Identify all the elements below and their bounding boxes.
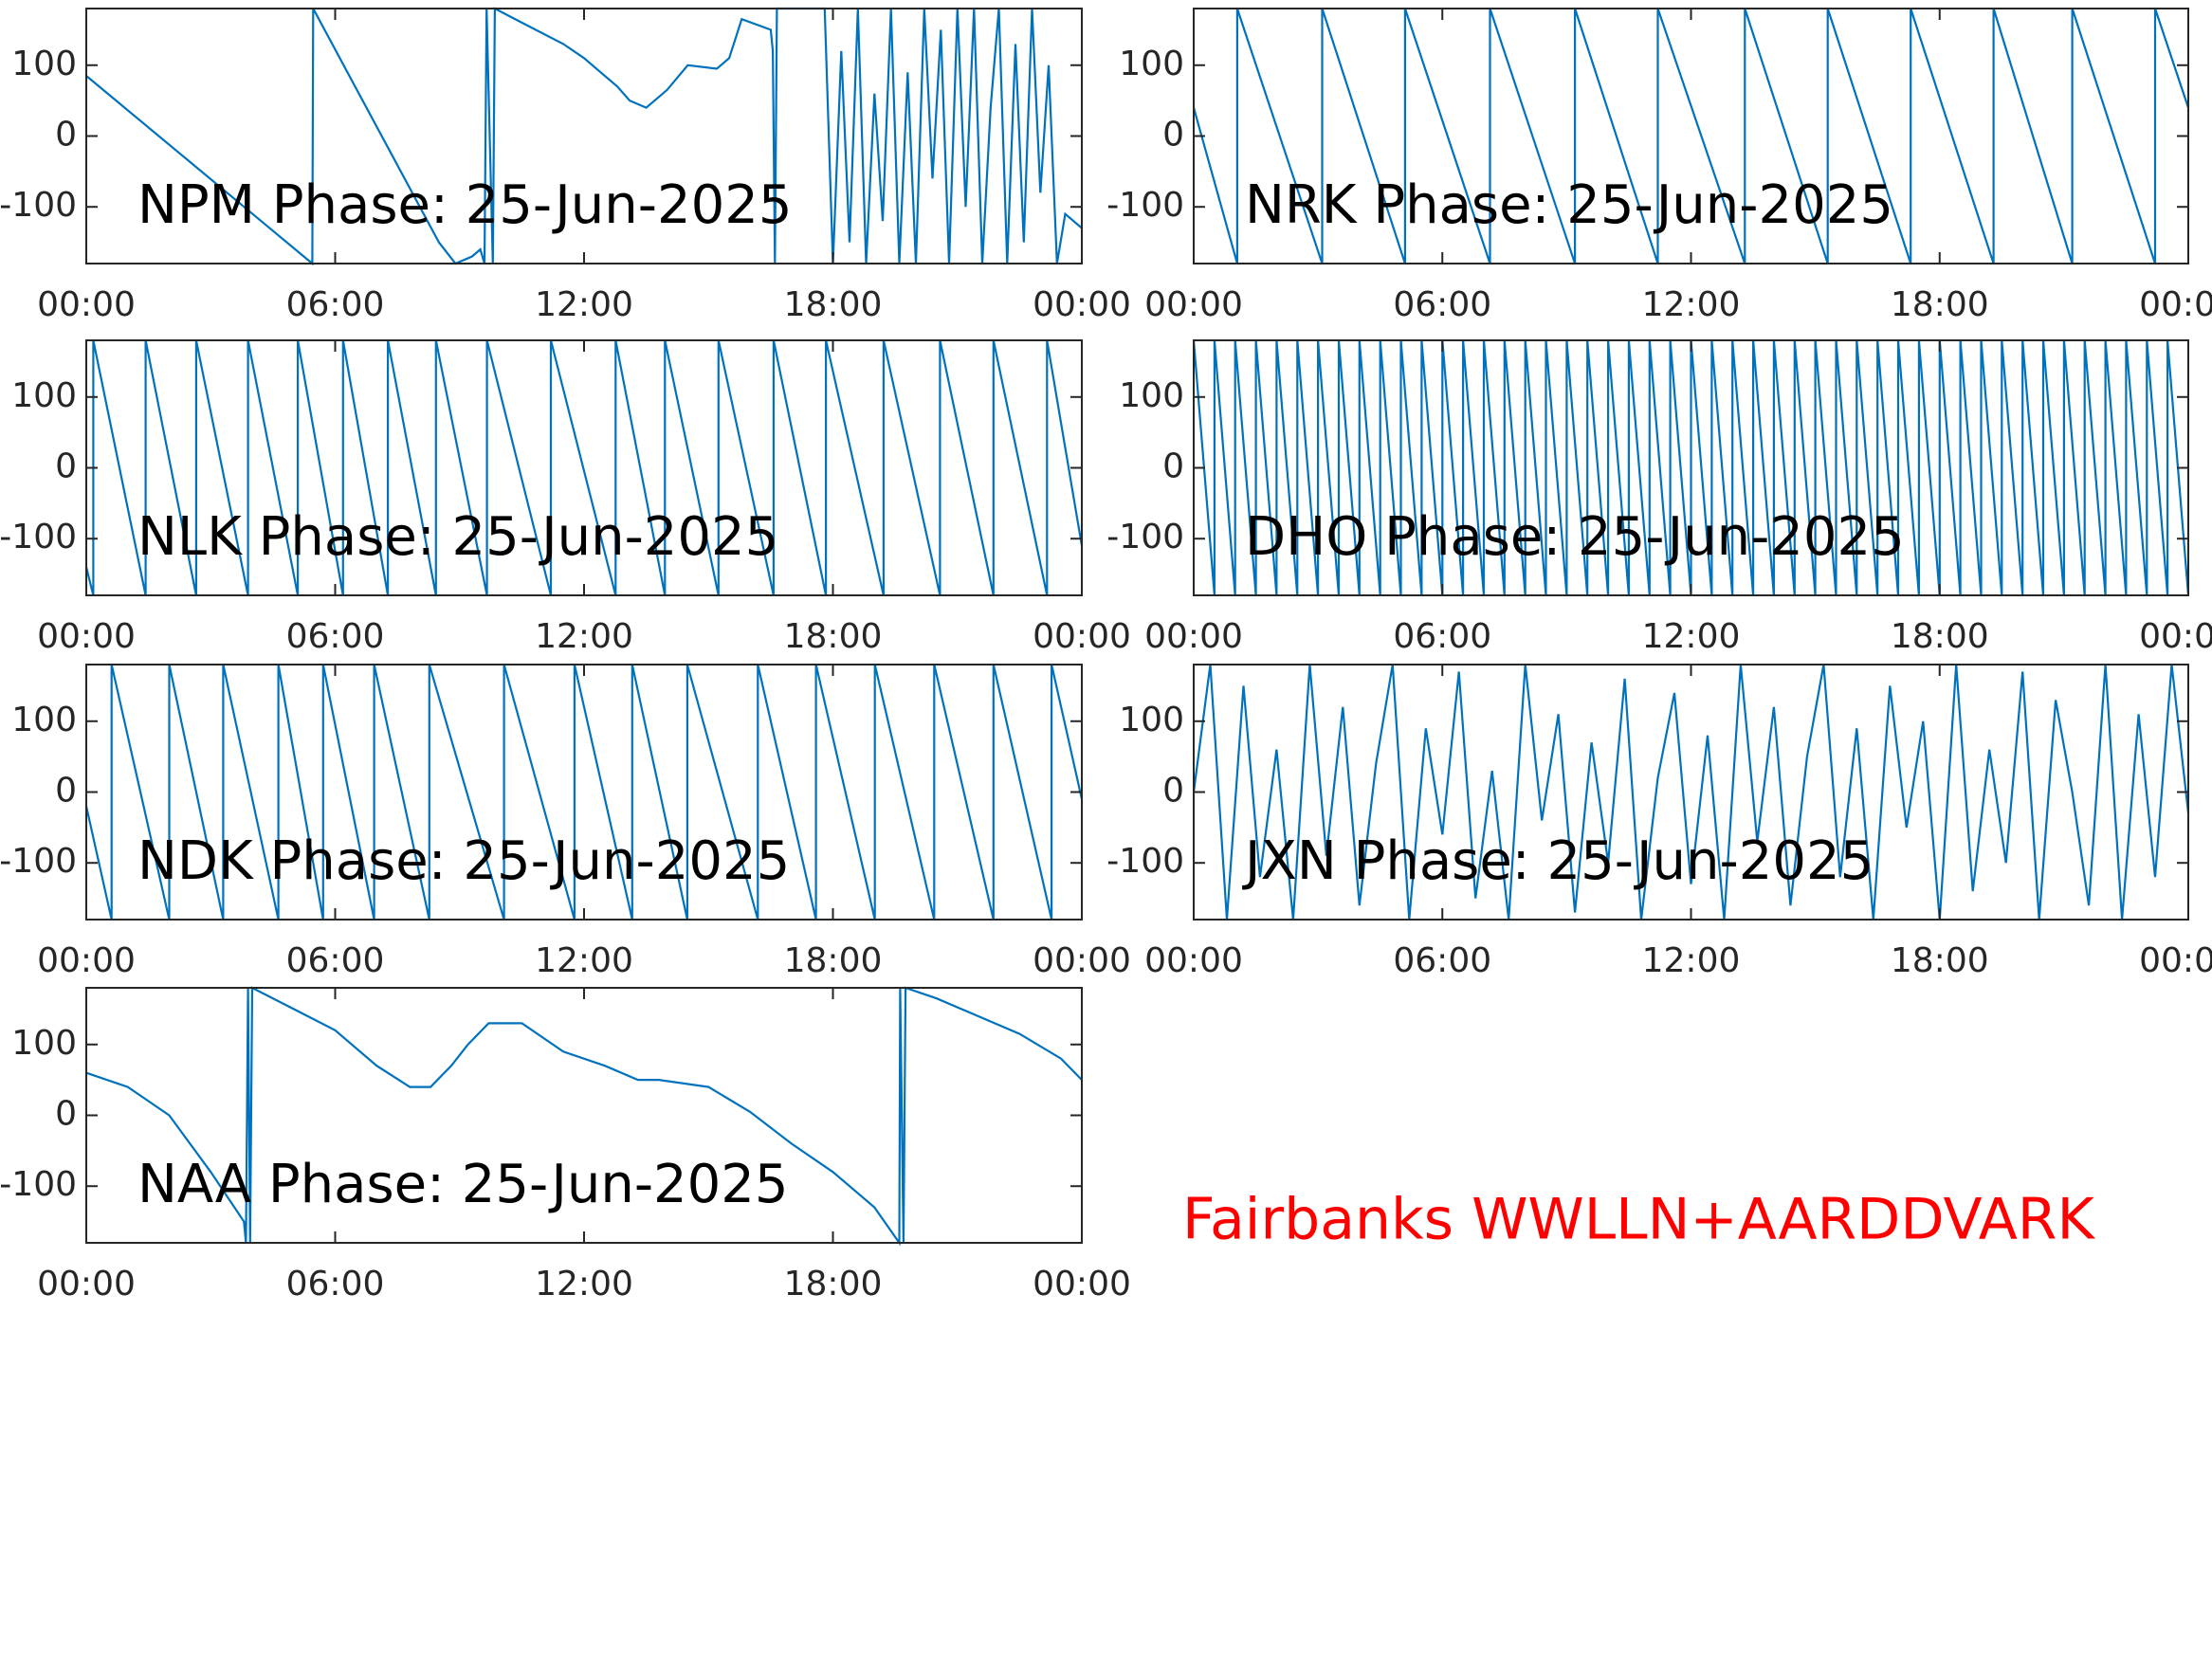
x-tick-label: 06:00 (1393, 617, 1491, 656)
y-tick-label: 100 (11, 1024, 77, 1063)
x-tick-label: 00:00 (37, 941, 136, 980)
chart-title: NLK Phase: 25-Jun-2025 (137, 506, 778, 568)
x-tick-label: 00:00 (1144, 617, 1243, 656)
x-tick-label: 12:00 (1642, 285, 1741, 324)
y-tick-label: 100 (11, 45, 77, 83)
x-tick-label: 18:00 (784, 941, 883, 980)
chart-title: DHO Phase: 25-Jun-2025 (1245, 506, 1905, 568)
x-tick-label: 12:00 (535, 1265, 633, 1304)
chart-title: NDK Phase: 25-Jun-2025 (137, 830, 790, 892)
phase-line (1192, 664, 2190, 921)
phase-line (84, 664, 1084, 921)
x-tick-label: 06:00 (1393, 285, 1491, 324)
x-tick-label: 00:00 (1033, 617, 1131, 656)
x-tick-label: 18:00 (1891, 285, 1989, 324)
phase-line (1192, 339, 2190, 596)
y-tick-label: -100 (0, 186, 77, 225)
chart-title: NPM Phase: 25-Jun-2025 (137, 174, 792, 236)
chart-title: NRK Phase: 25-Jun-2025 (1245, 174, 1893, 236)
y-tick-label: 100 (11, 701, 77, 739)
x-tick-label: 00:00 (1033, 1265, 1131, 1304)
y-tick-label: 0 (55, 116, 77, 155)
y-tick-label: 0 (55, 1095, 77, 1134)
x-tick-label: 18:00 (784, 285, 883, 324)
x-tick-label: 00:00 (37, 1265, 136, 1304)
y-tick-label: 0 (1162, 447, 1184, 486)
x-tick-label: 00:00 (2139, 617, 2212, 656)
x-tick-label: 12:00 (535, 285, 633, 324)
phase-line (84, 339, 1084, 596)
x-tick-label: 06:00 (286, 1265, 385, 1304)
x-tick-label: 18:00 (784, 1265, 883, 1304)
x-tick-label: 12:00 (535, 941, 633, 980)
x-tick-label: 12:00 (1642, 941, 1741, 980)
x-tick-label: 00:00 (37, 285, 136, 324)
y-tick-label: 0 (55, 447, 77, 486)
y-tick-label: -100 (1106, 842, 1184, 881)
x-tick-label: 18:00 (1891, 617, 1989, 656)
x-tick-label: 06:00 (1393, 941, 1491, 980)
y-tick-label: -100 (0, 842, 77, 881)
y-tick-label: 0 (1162, 116, 1184, 155)
phase-line (1192, 8, 2190, 264)
phase-line (85, 7, 1083, 266)
x-tick-label: 18:00 (784, 617, 883, 656)
y-tick-label: -100 (1106, 186, 1184, 225)
x-tick-label: 00:00 (2139, 285, 2212, 324)
x-tick-label: 00:00 (1033, 941, 1131, 980)
chart-title: JXN Phase: 25-Jun-2025 (1242, 830, 1874, 892)
x-tick-label: 06:00 (286, 617, 385, 656)
x-tick-label: 18:00 (1891, 941, 1989, 980)
x-tick-label: 00:00 (37, 617, 136, 656)
x-tick-label: 06:00 (286, 285, 385, 324)
y-tick-label: 100 (1119, 701, 1184, 739)
y-tick-label: -100 (1106, 518, 1184, 556)
x-tick-label: 12:00 (1642, 617, 1741, 656)
annotation: Fairbanks WWLLN+AARDDVARK (1182, 1187, 2095, 1253)
x-tick-label: 06:00 (286, 941, 385, 980)
y-tick-label: 100 (1119, 376, 1184, 415)
y-tick-label: 100 (11, 376, 77, 415)
x-tick-label: 00:00 (1033, 285, 1131, 324)
y-tick-label: 100 (1119, 45, 1184, 83)
chart-title: NAA Phase: 25-Jun-2025 (137, 1154, 789, 1215)
y-tick-label: 0 (1162, 772, 1184, 811)
x-tick-label: 00:00 (2139, 941, 2212, 980)
x-tick-label: 12:00 (535, 617, 633, 656)
x-tick-label: 00:00 (1144, 285, 1243, 324)
phase-line (85, 986, 1083, 1247)
y-tick-label: -100 (0, 1165, 77, 1204)
y-tick-label: 0 (55, 772, 77, 811)
y-tick-label: -100 (0, 518, 77, 556)
x-tick-label: 00:00 (1144, 941, 1243, 980)
